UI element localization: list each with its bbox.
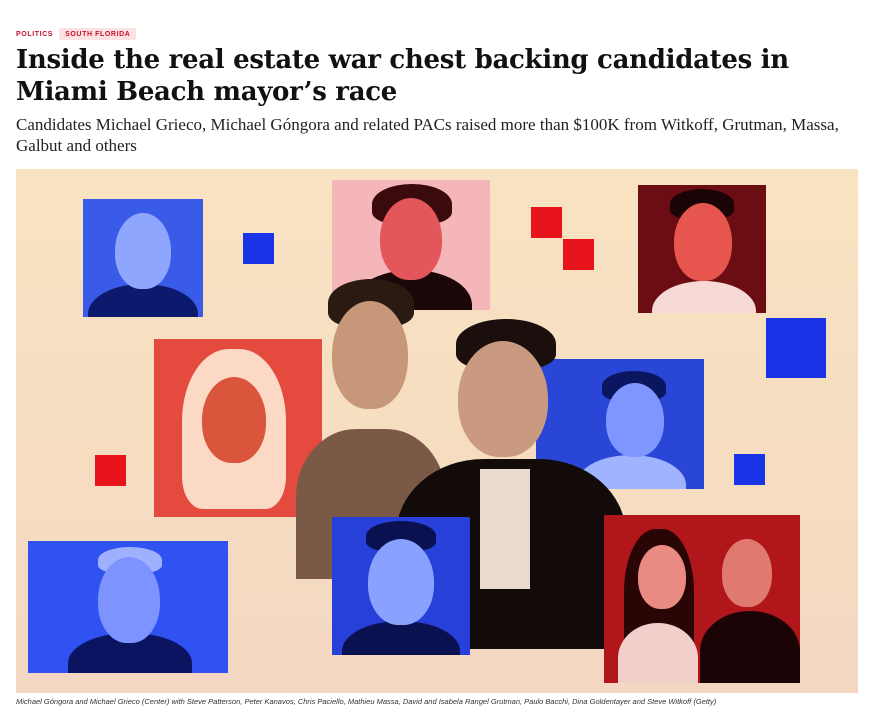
dek: Candidates Michael Grieco, Michael Góngo…	[16, 115, 839, 155]
red-square-decoration	[531, 207, 562, 238]
region-tag[interactable]: SOUTH FLORIDA	[59, 28, 137, 40]
hero-collage-image	[16, 169, 858, 693]
red-square-decoration	[95, 455, 126, 486]
tag-row: POLITICS SOUTH FLORIDA	[16, 28, 137, 40]
portrait-photo	[332, 517, 470, 655]
blue-square-decoration	[734, 454, 765, 485]
portrait-photo	[154, 339, 322, 517]
blue-square-decoration	[766, 318, 826, 378]
section-tag[interactable]: POLITICS	[16, 30, 54, 38]
portrait-photo	[604, 515, 800, 683]
portrait-photo	[638, 185, 766, 313]
portrait-photo	[83, 199, 203, 317]
headline: Inside the real estate war chest backing…	[16, 45, 789, 107]
portrait-photo	[28, 541, 228, 673]
image-caption: Michael Góngora and Michael Grieco (Cent…	[16, 697, 717, 706]
red-square-decoration	[563, 239, 594, 270]
blue-square-decoration	[243, 233, 274, 264]
